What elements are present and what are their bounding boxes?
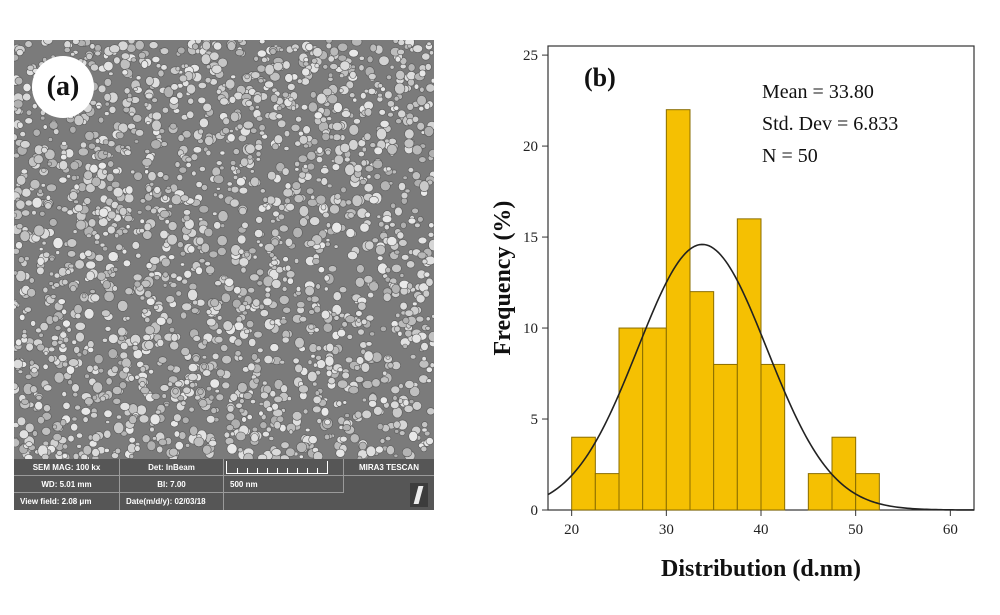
bi-text: BI: 7.00 [120,476,224,493]
histogram-bar [689,291,715,511]
x-axis-label: Distribution (d.nm) [661,556,861,582]
y-tick-label: 25 [523,48,538,64]
x-tick-label: 50 [848,522,863,538]
stat-n: N = 50 [762,145,818,167]
sem-mag-text: SEM MAG: 100 kx [14,459,120,476]
normal-curve [547,243,975,511]
histogram-bar [760,363,786,511]
y-tick-label: 0 [531,503,539,519]
x-tick-label: 60 [943,522,958,538]
sem-image-panel: (a) SEM MAG: 100 kx Det: InBeam MIRA3 TE… [14,40,434,510]
working-distance-text: WD: 5.01 mm [14,476,120,493]
histogram-bar [855,473,880,511]
axis-ticks: 20 30 40 50 60 0 5 10 15 20 25 [523,48,958,538]
histogram-bar [618,327,644,511]
y-tick-label: 20 [523,139,538,155]
scale-bar-cell [224,459,344,476]
y-tick-label: 15 [523,230,538,246]
y-axis-label: Frequency (%) [490,201,516,356]
scale-bar [226,461,328,474]
sem-micrograph [14,40,434,459]
scale-length-text: 500 nm [224,476,344,493]
panel-a-label: (a) [32,56,94,118]
stat-mean: Mean = 33.80 [762,81,874,103]
sem-info-bar: SEM MAG: 100 kx Det: InBeam MIRA3 TESCAN… [14,459,434,510]
detector-text: Det: InBeam [120,459,224,476]
histogram-bar [594,473,620,511]
date-text: Date(m/d/y): 02/03/18 [120,493,224,510]
x-tick-label: 40 [754,522,769,538]
histogram-bar [736,218,762,511]
histogram-bar [807,473,833,511]
y-tick-label: 5 [531,412,539,428]
histogram-bars [571,109,880,511]
tescan-logo-icon [410,483,428,507]
histogram-bar [713,363,738,511]
panel-b-label: (b) [584,63,616,92]
stat-std-dev: Std. Dev = 6.833 [762,113,898,135]
x-tick-label: 30 [659,522,674,538]
histogram-bar [831,436,857,511]
y-tick-label: 10 [523,321,538,337]
view-field-text: View field: 2.08 μm [14,493,120,510]
histogram-bar [665,109,691,511]
histogram-bar [642,327,667,511]
x-tick-label: 20 [564,522,579,538]
brand-text: MIRA3 TESCAN [344,459,434,476]
